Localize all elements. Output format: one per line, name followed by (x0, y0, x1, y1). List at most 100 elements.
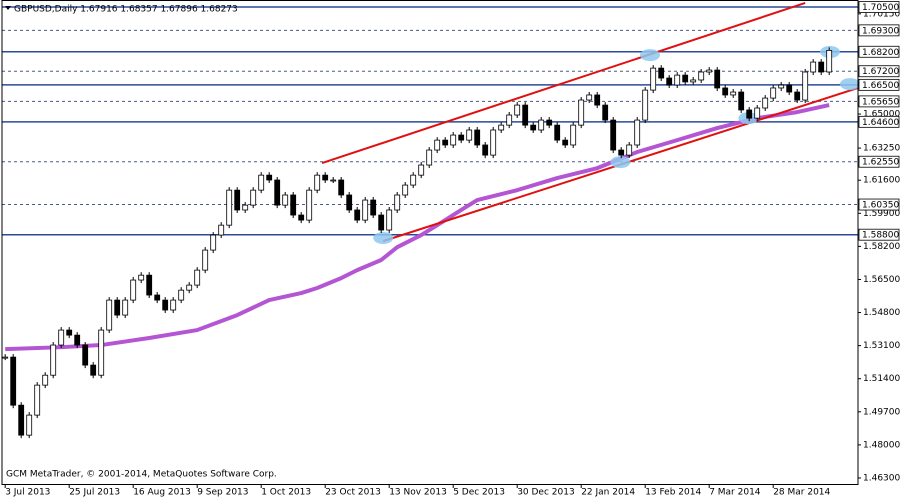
x-tick-label: 16 Aug 2013 (133, 488, 191, 498)
candle-body (386, 209, 393, 231)
candle-body (714, 69, 721, 89)
candle-body (698, 71, 705, 81)
candle-body (466, 129, 473, 141)
level-label-box (858, 228, 900, 241)
candle-body (42, 374, 49, 386)
candle-body (370, 199, 377, 216)
level-label: 1.58800 (862, 231, 899, 241)
candle-body (418, 164, 425, 176)
level-label: 1.70500 (862, 3, 899, 13)
candle-body (706, 69, 713, 73)
candle-body (130, 279, 137, 301)
candle-body (290, 194, 297, 216)
x-tick-label: 28 Mar 2014 (773, 488, 830, 498)
candle-body (266, 174, 273, 181)
candle-body (658, 67, 665, 79)
level-label: 1.68200 (862, 48, 899, 58)
level-label: 1.66500 (862, 81, 899, 91)
x-tick-label: 1 Oct 2013 (261, 488, 311, 498)
level-label: 1.67200 (862, 67, 899, 77)
candle-body (146, 274, 153, 296)
highlight (640, 49, 660, 62)
plot-area (2, 1, 860, 439)
level-label-box (858, 78, 900, 91)
candle-body (578, 99, 585, 126)
candle-body (690, 79, 697, 83)
candle-body (338, 179, 345, 196)
y-tick-label: 1.46300 (863, 473, 900, 483)
level-label: 1.62550 (862, 158, 899, 168)
level-label-box (858, 115, 900, 128)
candle-body (482, 144, 489, 156)
y-tick-label: 1.70150 (863, 9, 900, 19)
candle-body (218, 224, 225, 236)
candle-body (186, 284, 193, 291)
level-label-box (858, 95, 900, 108)
candle-body (282, 194, 289, 206)
level-label: 1.69300 (862, 26, 899, 36)
candle-body (10, 356, 17, 406)
candle-body (250, 189, 257, 206)
footer: GCM MetaTrader, © 2001-2014, MetaQuotes … (6, 470, 277, 480)
x-tick-label: 30 Dec 2013 (517, 488, 575, 498)
candle-body (2, 356, 9, 359)
candle-body (794, 91, 801, 101)
x-tick-label: 13 Feb 2014 (645, 488, 701, 498)
candle-body (818, 61, 825, 73)
candle-body (378, 214, 385, 231)
candle-body (114, 299, 121, 316)
candle-body (530, 124, 537, 131)
candle-body (634, 119, 641, 146)
candle-body (618, 149, 625, 156)
level-label: 1.65650 (862, 97, 899, 107)
candle-body (802, 71, 809, 101)
candle-body (514, 104, 521, 116)
candle-body (730, 91, 737, 96)
candle-body (154, 294, 161, 301)
y-tick-label: 1.56500 (863, 275, 900, 285)
y-tick-label: 1.49700 (863, 407, 900, 417)
candle-body (458, 134, 465, 141)
candle-body (346, 194, 353, 211)
candle-body (810, 61, 817, 73)
candle-body (26, 414, 33, 436)
candle-body (202, 249, 209, 271)
highlight (373, 232, 394, 245)
candle-body (610, 119, 617, 151)
level-label-box (858, 65, 900, 78)
candle-body (122, 299, 129, 316)
y-tick-label: 1.63250 (863, 144, 900, 154)
chart-title: GBPUSD,Daily 1.67916 1.68357 1.67896 1.6… (14, 5, 238, 15)
candle-body (210, 234, 217, 251)
level-label-box (858, 45, 900, 58)
candle-body (506, 114, 513, 126)
plot-frame (1, 0, 859, 485)
candle-body (786, 84, 793, 93)
candle-body (546, 119, 553, 126)
candle-body (498, 124, 505, 131)
candle-body (754, 107, 761, 119)
candle-body (674, 74, 681, 86)
y-tick-label: 1.65000 (863, 110, 900, 120)
y-tick-label: 1.48000 (863, 440, 900, 450)
y-tick-label: 1.51400 (863, 374, 900, 384)
candle-body (98, 329, 105, 376)
candle-body (594, 94, 601, 106)
y-tick-label: 1.61600 (863, 176, 900, 186)
candle-body (178, 289, 185, 301)
moving-average (5, 103, 830, 352)
y-tick-label: 1.53100 (863, 341, 900, 351)
candle-body (234, 189, 241, 211)
candle-body (298, 214, 305, 221)
candle-body (762, 97, 769, 109)
candle-body (138, 274, 145, 281)
menu-arrow (5, 6, 11, 10)
candle-body (434, 139, 441, 151)
y-tick-label: 1.59900 (863, 209, 900, 219)
highlight (840, 78, 860, 91)
candle-body (402, 184, 409, 196)
candle-body (666, 77, 673, 86)
level-label: 1.64600 (862, 118, 899, 128)
